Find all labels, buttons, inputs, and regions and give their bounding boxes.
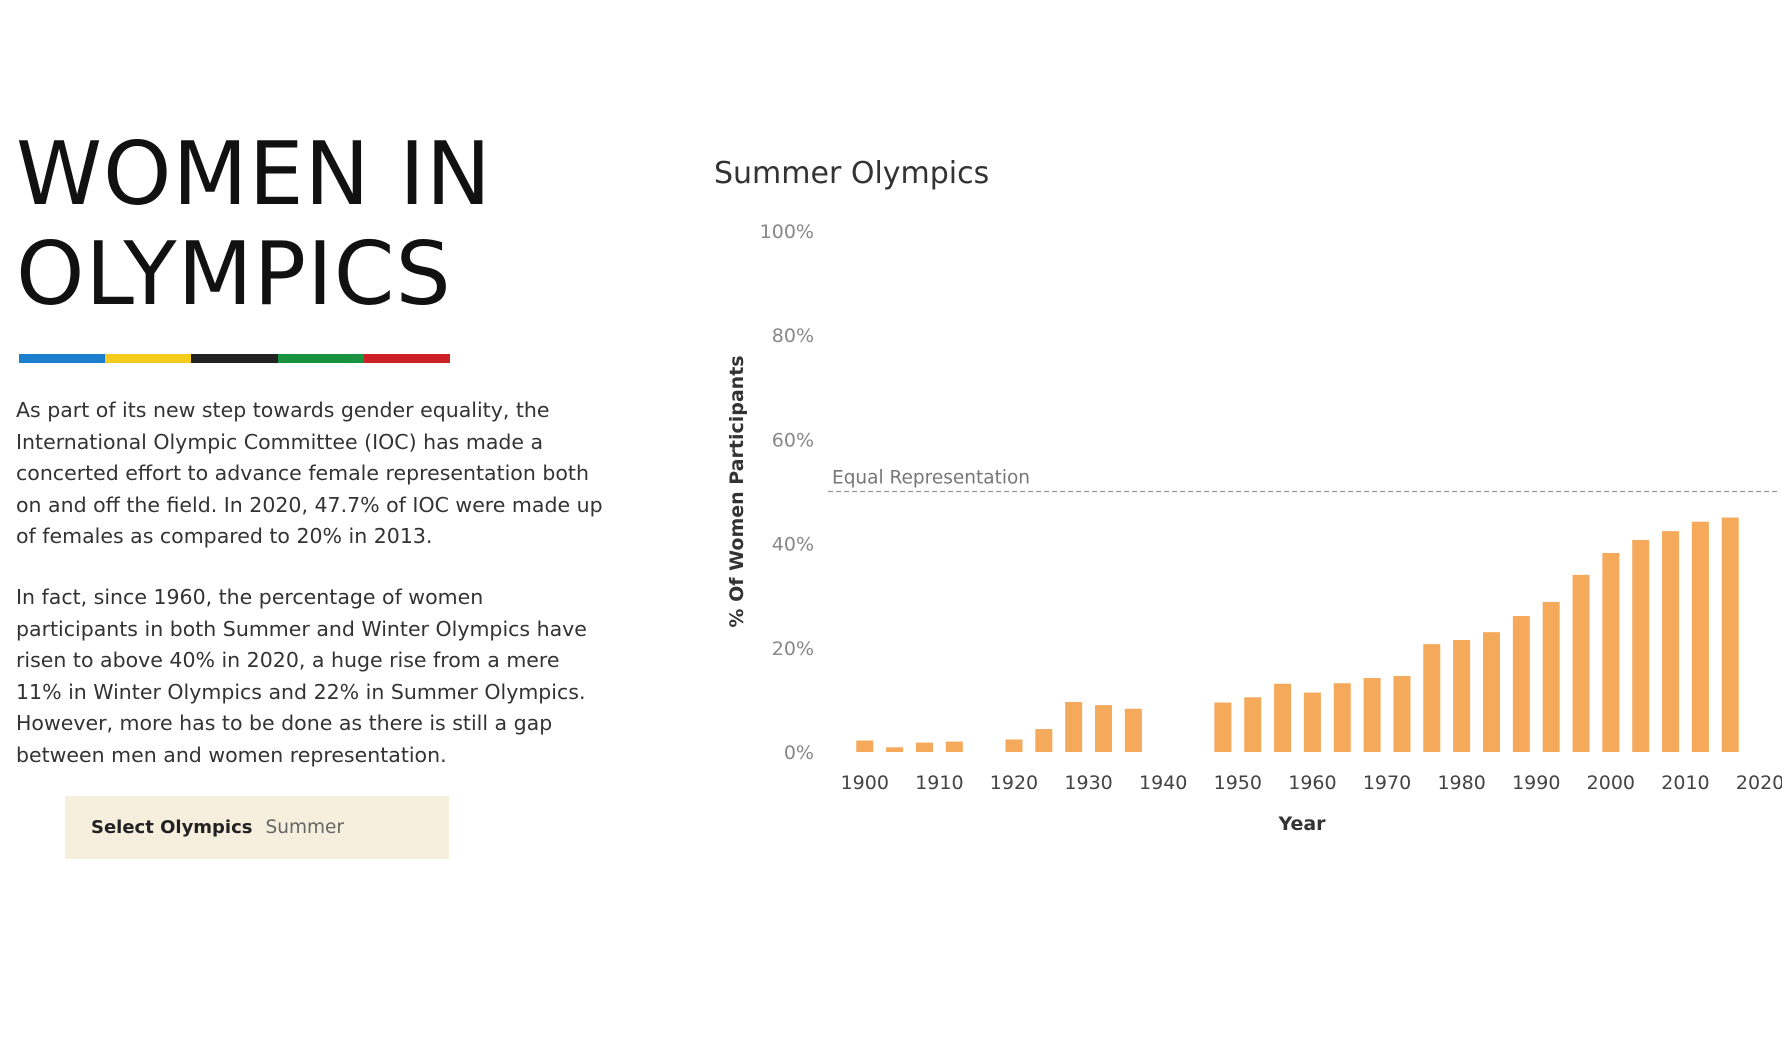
bar-1964	[1333, 683, 1351, 752]
page-title-line-2: OLYMPICS	[16, 223, 452, 325]
chart-title: Summer Olympics	[714, 156, 990, 191]
bar-1908	[915, 742, 933, 752]
bar-1904	[886, 747, 904, 752]
page-title-line-1: WOMEN IN	[16, 123, 493, 225]
x-tick-label: 1900	[841, 772, 889, 794]
x-tick-label: 1930	[1064, 772, 1112, 794]
bar-1968	[1363, 678, 1381, 752]
color-segment-red	[363, 354, 451, 363]
bar-2004	[1632, 539, 1650, 752]
bar-1920	[1005, 739, 1023, 752]
color-segment-green	[277, 354, 364, 363]
bar-1972	[1393, 675, 1411, 752]
bar-1960	[1303, 692, 1321, 752]
olympics-selector-label: Select Olympics	[91, 817, 253, 838]
bar-1956	[1274, 683, 1292, 752]
bar-1948	[1214, 702, 1232, 752]
x-tick-label: 1990	[1512, 772, 1560, 794]
olympics-selector[interactable]: Select Olympics Summer	[65, 796, 449, 859]
x-tick-label: 1940	[1139, 772, 1187, 794]
x-axis-label: Year	[1277, 813, 1326, 835]
y-tick-label: 40%	[772, 534, 814, 556]
x-tick-label: 1970	[1363, 772, 1411, 794]
bar-1952	[1244, 697, 1262, 752]
x-tick-label: 1960	[1288, 772, 1336, 794]
x-tick-label: 2010	[1661, 772, 1709, 794]
equal-representation-label: Equal Representation	[832, 468, 1030, 489]
bar-2000	[1602, 552, 1620, 752]
x-tick-label: 2000	[1587, 772, 1635, 794]
bar-1912	[945, 741, 963, 752]
x-tick-label: 1950	[1214, 772, 1262, 794]
y-tick-label: 100%	[760, 221, 814, 243]
page-title: WOMEN IN OLYMPICS	[16, 124, 616, 324]
color-segment-blue	[19, 354, 106, 363]
x-tick-label: 1980	[1437, 772, 1485, 794]
bar-1996	[1572, 574, 1590, 752]
bar-1992	[1542, 601, 1560, 752]
bar-1976	[1423, 644, 1441, 752]
olympics-selector-value[interactable]: Summer	[265, 817, 345, 838]
olympic-color-bar	[19, 354, 451, 363]
bar-1928	[1065, 701, 1083, 752]
bar-2012	[1691, 521, 1709, 752]
bar-1984	[1482, 632, 1500, 752]
bar-2016	[1721, 517, 1739, 752]
y-tick-label: 0%	[784, 742, 814, 764]
color-segment-black	[191, 354, 278, 363]
bar-1936	[1124, 708, 1142, 752]
y-tick-label: 80%	[772, 325, 814, 347]
bar-1924	[1035, 729, 1053, 752]
bar-1980	[1453, 639, 1471, 752]
bar-1900	[856, 740, 874, 752]
bar-1988	[1512, 616, 1530, 752]
y-tick-label: 60%	[772, 429, 814, 451]
x-tick-label: 1920	[990, 772, 1038, 794]
x-tick-label: 1910	[915, 772, 963, 794]
x-tick-label: 2020	[1736, 772, 1782, 794]
y-axis-label: % Of Women Participants	[726, 355, 748, 627]
y-tick-label: 20%	[772, 638, 814, 660]
bar-1932	[1095, 705, 1113, 752]
detail-paragraph: In fact, since 1960, the percentage of w…	[16, 585, 587, 767]
color-segment-yellow	[105, 354, 192, 363]
intro-paragraph: As part of its new step towards gender e…	[16, 398, 603, 548]
bar-2008	[1662, 531, 1680, 752]
